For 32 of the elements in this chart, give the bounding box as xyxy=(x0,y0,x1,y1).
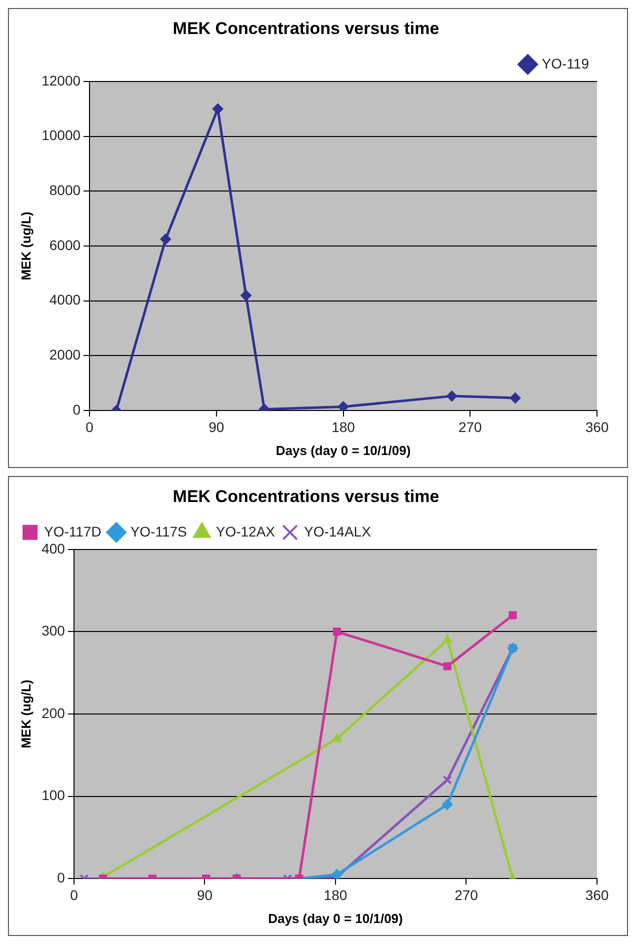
y-tick-label: 0 xyxy=(72,401,81,418)
y-axis-title: MEK (ug/L) xyxy=(18,212,34,280)
chart-title: MEK Concentrations versus time xyxy=(172,486,440,506)
y-tick-label: 8000 xyxy=(49,182,81,198)
legend-label: YO-117S xyxy=(130,523,187,540)
x-tick-label: 360 xyxy=(585,886,609,903)
y-tick-label: 2000 xyxy=(49,346,81,363)
y-tick-label: 4000 xyxy=(49,292,81,308)
legend-label: YO-14ALX xyxy=(304,523,372,540)
x-axis-title: Days (day 0 = 10/1/09) xyxy=(276,442,411,458)
y-tick-label: 6000 xyxy=(49,236,81,253)
legend-label: YO-12AX xyxy=(216,523,276,540)
x-tick-label: 270 xyxy=(458,418,482,435)
chart-title: MEK Concentrations versus time xyxy=(172,18,440,38)
x-tick-label: 270 xyxy=(454,886,478,903)
x-tick-label: 360 xyxy=(585,418,609,435)
x-tick-label: 180 xyxy=(332,418,356,435)
y-tick-label: 10000 xyxy=(42,127,81,144)
y-tick-label: 300 xyxy=(42,622,66,639)
y-tick-label: 200 xyxy=(42,704,66,721)
x-tick-label: 90 xyxy=(196,886,213,903)
y-axis-title: MEK (ug/L) xyxy=(18,680,34,748)
x-axis-title: Days (day 0 = 10/1/09) xyxy=(268,910,403,926)
y-tick-label: 400 xyxy=(42,540,66,556)
legend-label: YO-117D xyxy=(44,523,102,540)
y-tick-label: 12000 xyxy=(42,72,81,88)
y-tick-label: 0 xyxy=(57,869,66,886)
x-tick-label: 180 xyxy=(324,886,348,903)
x-tick-label: 90 xyxy=(208,418,224,435)
y-tick-label: 100 xyxy=(42,787,66,804)
legend-label: YO-119 xyxy=(542,55,590,72)
x-tick-label: 0 xyxy=(86,418,94,435)
